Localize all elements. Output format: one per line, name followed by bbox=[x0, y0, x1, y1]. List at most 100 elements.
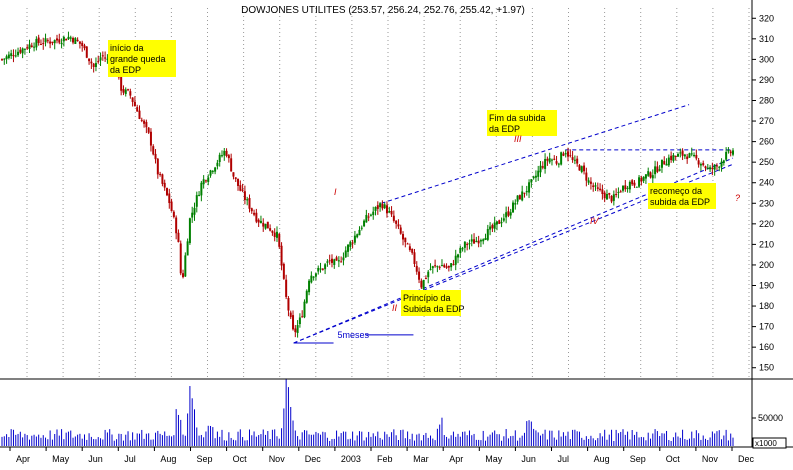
candle-body bbox=[541, 166, 544, 168]
candle-body bbox=[395, 220, 398, 224]
candle-body bbox=[484, 237, 487, 240]
candle-body bbox=[553, 158, 556, 160]
candle-body bbox=[147, 127, 150, 133]
candle-body bbox=[374, 206, 377, 211]
candle-body bbox=[168, 193, 171, 204]
candle-body bbox=[413, 252, 416, 264]
candle-body bbox=[143, 120, 146, 124]
candle-body bbox=[402, 234, 405, 240]
candle-body bbox=[580, 166, 583, 172]
candle-body bbox=[654, 166, 657, 175]
candle-body bbox=[638, 177, 641, 187]
candle-body bbox=[3, 58, 6, 60]
candle-body bbox=[184, 255, 187, 277]
candle-body bbox=[683, 154, 686, 157]
candle-body bbox=[321, 268, 324, 270]
candle-body bbox=[175, 217, 178, 234]
candle-body bbox=[686, 156, 689, 160]
y-tick-label: 290 bbox=[759, 75, 774, 85]
candle-body bbox=[699, 164, 702, 166]
candle-body bbox=[688, 153, 691, 158]
candle-body bbox=[647, 171, 650, 176]
candle-body bbox=[711, 167, 714, 170]
candle-body bbox=[347, 244, 350, 252]
candle-body bbox=[369, 214, 372, 216]
candle-body bbox=[55, 38, 58, 41]
candle-body bbox=[317, 267, 320, 272]
y-tick-label: 220 bbox=[759, 219, 774, 229]
candle-body bbox=[681, 150, 684, 156]
candle-body bbox=[69, 37, 72, 39]
candle-body bbox=[388, 211, 391, 213]
candle-body bbox=[477, 240, 480, 244]
candle-body bbox=[567, 151, 570, 157]
candle-body bbox=[237, 178, 240, 186]
candle-body bbox=[292, 315, 295, 330]
candle-body bbox=[514, 202, 517, 205]
y-tick-label: 190 bbox=[759, 281, 774, 291]
candle-body bbox=[94, 63, 97, 67]
candle-body bbox=[663, 161, 666, 165]
candle-body bbox=[333, 259, 336, 265]
candle-body bbox=[555, 161, 558, 164]
candle-body bbox=[672, 155, 675, 161]
candle-body bbox=[631, 180, 634, 185]
candle-body bbox=[170, 201, 173, 212]
candle-body bbox=[457, 254, 460, 258]
candle-body bbox=[39, 44, 42, 46]
candle-body bbox=[266, 221, 269, 229]
candle-body bbox=[172, 211, 175, 217]
candle-body bbox=[250, 208, 253, 212]
candle-body bbox=[615, 194, 618, 196]
candle-body bbox=[314, 273, 317, 277]
candle-body bbox=[218, 154, 221, 163]
annotation-start-of-drop-text: da EDP bbox=[110, 65, 141, 75]
x-tick-label: 2003 bbox=[341, 454, 361, 464]
candle-body bbox=[603, 192, 606, 199]
candle-body bbox=[152, 146, 155, 155]
candle-body bbox=[626, 187, 629, 189]
annotation-start-of-drop-box bbox=[108, 40, 176, 77]
candle-body bbox=[1, 59, 3, 61]
y-tick-label: 260 bbox=[759, 137, 774, 147]
candle-body bbox=[200, 182, 203, 196]
candle-body bbox=[491, 225, 494, 229]
x-tick-label: Dec bbox=[305, 454, 322, 464]
candle-body bbox=[573, 159, 576, 161]
x-tick-label: Sep bbox=[630, 454, 646, 464]
candle-body bbox=[202, 179, 205, 185]
trendline-resistance bbox=[381, 104, 690, 204]
candle-body bbox=[156, 158, 159, 175]
candle-body bbox=[154, 153, 157, 160]
candle-body bbox=[548, 158, 551, 163]
candle-body bbox=[257, 219, 260, 223]
candle-body bbox=[259, 220, 262, 223]
candle-body bbox=[445, 266, 448, 268]
candle-body bbox=[99, 57, 102, 61]
candle-body bbox=[466, 243, 469, 246]
candle-body bbox=[104, 57, 107, 59]
candle-body bbox=[353, 235, 356, 243]
candle-body bbox=[30, 45, 33, 48]
candle-body bbox=[330, 258, 333, 263]
candle-body bbox=[399, 227, 402, 234]
candle-body bbox=[438, 266, 441, 268]
candle-body bbox=[33, 46, 36, 48]
candle-body bbox=[223, 150, 226, 156]
candle-body bbox=[587, 180, 590, 183]
candle-body bbox=[725, 151, 728, 160]
candle-body bbox=[713, 164, 716, 170]
candle-body bbox=[140, 119, 143, 121]
annotation-end-of-rise-text: da EDP bbox=[489, 124, 520, 134]
candle-body bbox=[406, 243, 409, 245]
candle-body bbox=[585, 172, 588, 181]
volume-y-tick-label: 50000 bbox=[758, 413, 783, 423]
candle-body bbox=[145, 121, 148, 128]
y-tick-label: 240 bbox=[759, 178, 774, 188]
candle-body bbox=[709, 167, 712, 170]
candle-body bbox=[523, 192, 526, 194]
candle-body bbox=[605, 193, 608, 200]
candle-body bbox=[120, 76, 123, 91]
x-tick-label: Jul bbox=[124, 454, 136, 464]
